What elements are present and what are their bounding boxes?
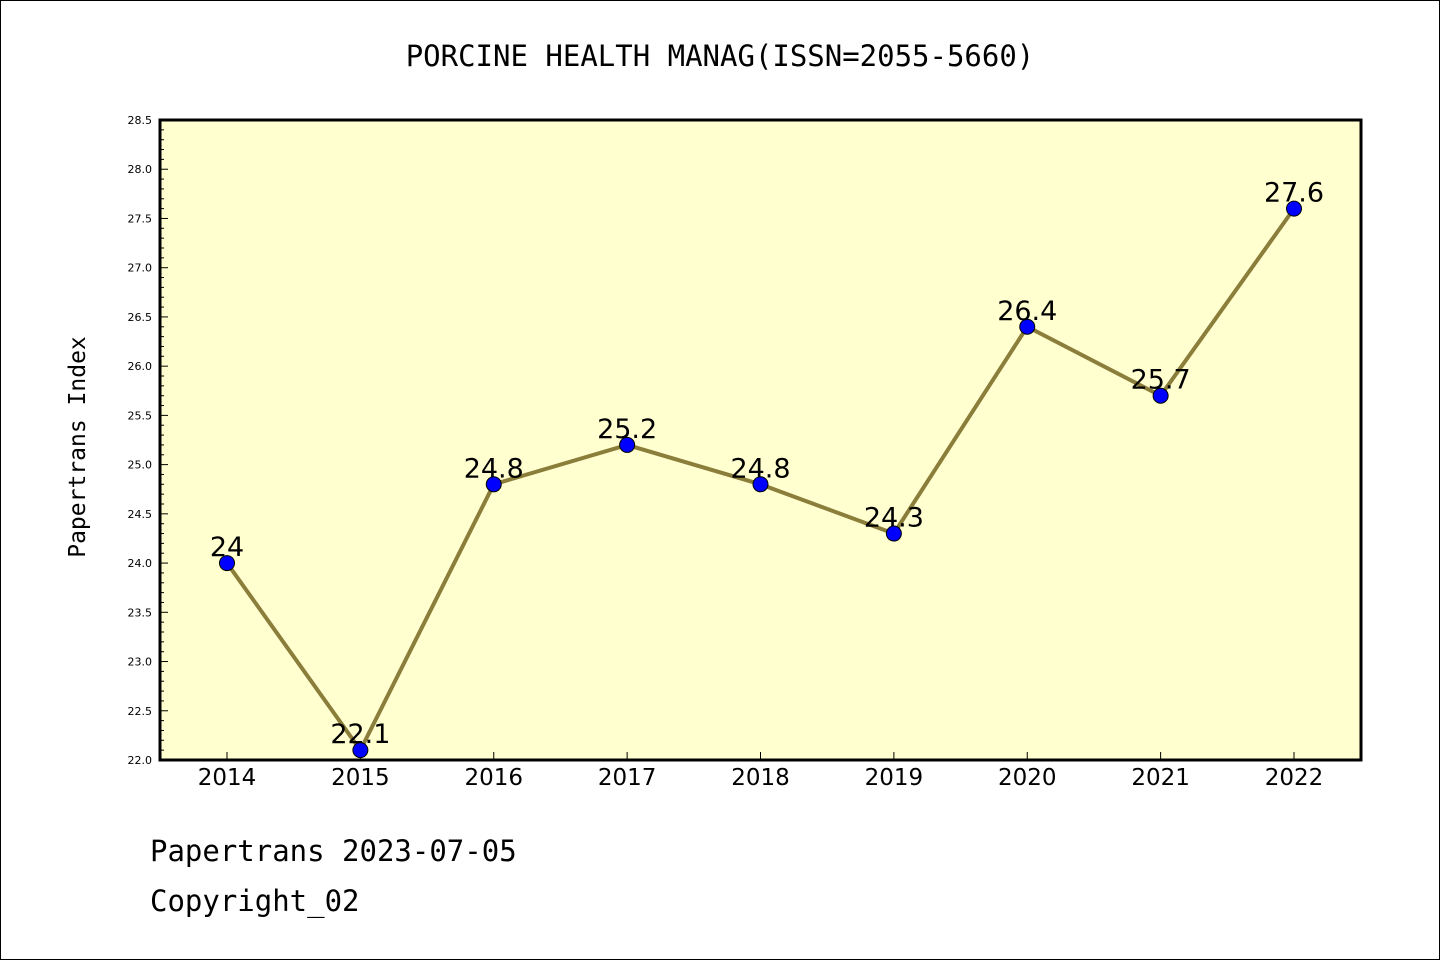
- plot-border: [158, 118, 1363, 762]
- chart-title: PORCINE HEALTH MANAG(ISSN=2055-5660): [406, 39, 1035, 73]
- data-point-marker: [619, 436, 636, 453]
- data-label: 24.8: [730, 453, 790, 484]
- plot-area: [160, 120, 1361, 760]
- data-point-marker: [485, 476, 502, 493]
- data-label: 25.7: [1131, 365, 1191, 396]
- x-tick-label: 2020: [998, 765, 1057, 791]
- y-tick-label: 25.5: [128, 409, 153, 422]
- x-tick-label: 2018: [731, 765, 790, 791]
- data-label: 22.1: [330, 719, 390, 750]
- data-label: 24.3: [864, 503, 924, 534]
- y-tick-label: 23.0: [128, 656, 153, 669]
- x-tick-label: 2016: [464, 765, 523, 791]
- y-tick-label: 28.5: [128, 114, 153, 127]
- data-point-marker: [752, 476, 769, 493]
- data-point-marker: [1152, 387, 1169, 404]
- y-axis-label: Papertrans Index: [65, 336, 91, 558]
- y-tick-label: 23.5: [128, 606, 153, 619]
- x-tick-label: 2021: [1131, 765, 1190, 791]
- footer-copyright-text: Copyright_02: [150, 884, 360, 918]
- x-tick-label: 2017: [598, 765, 657, 791]
- data-point-marker: [352, 742, 369, 759]
- footer-date-text: Papertrans 2023-07-05: [150, 834, 517, 868]
- x-tick-label: 2019: [865, 765, 924, 791]
- y-tick-label: 28.0: [128, 163, 153, 176]
- y-tick-label: 26.5: [128, 311, 153, 324]
- data-label: 24.8: [464, 453, 524, 484]
- y-tick-label: 27.5: [128, 212, 153, 225]
- y-tick-label: 24.0: [128, 557, 153, 570]
- x-tick-label: 2022: [1265, 765, 1324, 791]
- y-tick-label: 22.0: [128, 754, 153, 767]
- series-layer: 24 22.1 24.8 25.2 24.8 24.3 26.4 25.7 27.6: [210, 178, 1324, 759]
- data-label: 26.4: [997, 296, 1057, 327]
- data-point-marker: [885, 525, 902, 542]
- y-tick-label: 24.5: [128, 508, 153, 521]
- y-tick-label: 25.0: [128, 459, 153, 472]
- data-point-marker: [1019, 318, 1036, 335]
- data-point-marker: [219, 555, 235, 572]
- y-tick-label: 26.0: [128, 360, 153, 373]
- data-label: 27.6: [1264, 178, 1324, 209]
- data-label: 25.2: [597, 414, 657, 445]
- y-tick-label: 27.0: [128, 262, 153, 275]
- x-tick-label: 2014: [198, 765, 257, 791]
- data-point-marker: [1286, 200, 1302, 217]
- x-tick-label: 2015: [331, 765, 390, 791]
- y-axis-ticks: 22.0 22.5 23.0 23.5 24.0 24.5 25.0 25.5 26.0 26.5…: [128, 114, 168, 767]
- y-tick-label: 22.5: [128, 705, 153, 718]
- data-label: 24: [210, 532, 244, 563]
- x-axis-ticks: 2014 2015 2016 2017 2018 2019 2020 2021 2022: [198, 752, 1324, 791]
